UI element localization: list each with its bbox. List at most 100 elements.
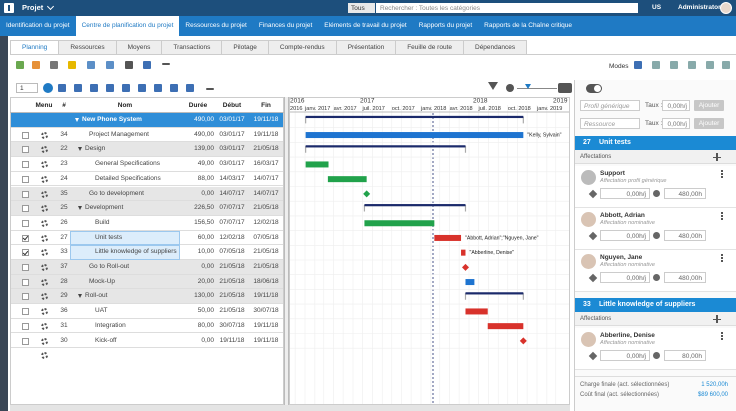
row-checkbox[interactable] bbox=[22, 161, 29, 169]
tool-icon[interactable] bbox=[68, 61, 76, 69]
locale[interactable]: US bbox=[652, 4, 662, 11]
row-checkbox[interactable] bbox=[22, 264, 29, 271]
row-menu[interactable] bbox=[41, 249, 48, 257]
tool-icon[interactable] bbox=[154, 84, 162, 92]
nav-tab[interactable]: Ressources du projet bbox=[185, 22, 247, 29]
user-avatar[interactable] bbox=[720, 2, 732, 14]
table-row[interactable] bbox=[11, 318, 283, 334]
tool-icon[interactable] bbox=[138, 84, 146, 92]
tool-icon[interactable] bbox=[50, 61, 58, 69]
row-menu[interactable] bbox=[41, 234, 48, 242]
nav-tab[interactable]: Identification du projet bbox=[6, 22, 70, 29]
row-checkbox[interactable] bbox=[22, 175, 29, 183]
row-menu[interactable] bbox=[41, 205, 48, 213]
nav-tab[interactable]: Rapports du projet bbox=[418, 22, 473, 29]
add-button[interactable]: Ajouter bbox=[694, 118, 724, 129]
tool-icon[interactable] bbox=[87, 61, 95, 69]
tool-icon[interactable] bbox=[90, 84, 98, 92]
side-strip[interactable] bbox=[0, 36, 8, 411]
add-button[interactable] bbox=[43, 83, 53, 93]
row-menu[interactable] bbox=[41, 322, 48, 330]
filter-icon[interactable] bbox=[488, 82, 498, 90]
row-checkbox[interactable] bbox=[22, 205, 29, 213]
row-checkbox[interactable] bbox=[22, 190, 29, 198]
row-checkbox[interactable] bbox=[22, 234, 29, 242]
rate-input[interactable]: 0,00h/j bbox=[662, 100, 690, 111]
row-menu[interactable] bbox=[41, 278, 48, 286]
tool-icon[interactable] bbox=[106, 61, 114, 69]
table-row[interactable] bbox=[11, 289, 283, 305]
row-checkbox[interactable] bbox=[22, 337, 29, 345]
row-menu[interactable] bbox=[41, 293, 48, 301]
tool-icon[interactable] bbox=[186, 84, 194, 92]
row-checkbox[interactable] bbox=[22, 219, 29, 227]
table-row[interactable] bbox=[11, 215, 283, 231]
kebab[interactable] bbox=[721, 254, 723, 262]
rate-field[interactable]: 0,00h/j bbox=[600, 188, 650, 199]
hours-field[interactable]: 480,00h bbox=[664, 230, 706, 241]
row-menu[interactable] bbox=[41, 190, 48, 198]
panel-input[interactable]: Ressource bbox=[580, 118, 640, 129]
row-checkbox[interactable] bbox=[22, 131, 29, 139]
table-row[interactable] bbox=[11, 304, 283, 319]
sub-tab[interactable]: Ressources bbox=[58, 40, 117, 54]
kebab[interactable] bbox=[721, 212, 723, 220]
row-checkbox[interactable] bbox=[22, 249, 29, 257]
sub-tab[interactable]: Feuille de route bbox=[395, 40, 464, 54]
tool-icon[interactable] bbox=[32, 61, 40, 69]
tool-icon[interactable] bbox=[106, 84, 114, 92]
zoom-out[interactable] bbox=[506, 84, 514, 92]
row-menu[interactable] bbox=[41, 337, 48, 345]
table-row[interactable] bbox=[11, 113, 283, 128]
kebab[interactable] bbox=[721, 170, 723, 178]
nav-tab[interactable]: Finances du projet bbox=[258, 22, 313, 29]
table-row[interactable] bbox=[11, 333, 283, 349]
tool-icon[interactable] bbox=[125, 61, 133, 69]
tool-icon[interactable] bbox=[162, 63, 170, 65]
rate-field[interactable]: 0,00h/j bbox=[600, 272, 650, 283]
expand-toggle[interactable] bbox=[75, 118, 79, 122]
row-menu[interactable] bbox=[41, 131, 48, 139]
expand-toggle[interactable] bbox=[78, 147, 82, 152]
tool-icon[interactable] bbox=[170, 84, 178, 92]
sub-tab[interactable]: Planning bbox=[10, 40, 60, 54]
table-row[interactable] bbox=[11, 171, 283, 187]
row-checkbox[interactable] bbox=[22, 278, 29, 286]
mode-icon[interactable] bbox=[652, 61, 660, 69]
zoom-slider[interactable] bbox=[517, 88, 557, 89]
row-menu[interactable] bbox=[41, 308, 48, 316]
nav-tab[interactable]: Eléments de travail du projet bbox=[324, 22, 407, 29]
app-name[interactable]: Projet bbox=[22, 3, 44, 12]
add-assignment[interactable] bbox=[716, 153, 718, 161]
mode-icon[interactable] bbox=[722, 61, 730, 69]
tool-icon[interactable] bbox=[206, 88, 214, 90]
row-checkbox[interactable] bbox=[22, 146, 29, 154]
row-menu[interactable] bbox=[41, 146, 48, 154]
hours-field[interactable]: 480,00h bbox=[664, 272, 706, 283]
sub-tab[interactable]: Transactions bbox=[161, 40, 223, 54]
table-row[interactable] bbox=[11, 157, 283, 172]
search-scope[interactable]: Tous bbox=[348, 3, 375, 13]
zoom-menu[interactable] bbox=[558, 83, 572, 93]
mode-icon[interactable] bbox=[688, 61, 696, 69]
mode-icon[interactable] bbox=[706, 61, 714, 69]
sub-tab[interactable]: Moyens bbox=[115, 40, 163, 54]
add-assignment[interactable] bbox=[716, 315, 718, 323]
add-button[interactable]: Ajouter bbox=[694, 100, 724, 111]
mode-icon[interactable] bbox=[634, 61, 642, 69]
user[interactable]: Administrator bbox=[678, 4, 721, 11]
tool-icon[interactable] bbox=[122, 84, 130, 92]
row-checkbox[interactable] bbox=[22, 308, 29, 316]
table-row[interactable] bbox=[11, 201, 283, 216]
table-row[interactable] bbox=[11, 186, 283, 202]
expand-toggle[interactable] bbox=[78, 206, 82, 211]
tool-icon[interactable] bbox=[16, 61, 24, 69]
sub-tab[interactable]: Dépendances bbox=[463, 40, 528, 54]
rate-field[interactable]: 0,00h/j bbox=[600, 230, 650, 241]
table-row[interactable] bbox=[11, 142, 283, 158]
sub-tab[interactable]: Pilotage bbox=[221, 40, 269, 54]
row-checkbox[interactable] bbox=[22, 322, 29, 330]
expand-toggle[interactable] bbox=[78, 294, 82, 299]
row-menu[interactable] bbox=[41, 264, 48, 271]
table-row[interactable] bbox=[11, 274, 283, 290]
